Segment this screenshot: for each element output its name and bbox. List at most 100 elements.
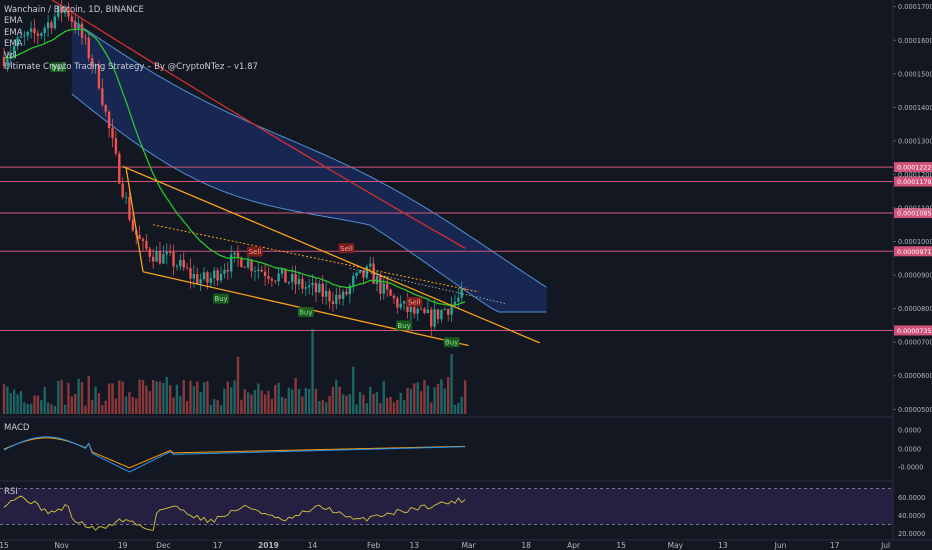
rsi-tick-label: 40.0000 (898, 512, 925, 520)
volume-bar (453, 404, 457, 414)
volume-bar (277, 382, 280, 414)
candle-body (352, 275, 355, 286)
signal-label: Buy (299, 309, 312, 317)
candle-body (416, 308, 419, 314)
volume-bar (335, 379, 338, 414)
candle-body (141, 239, 145, 241)
legend-vol[interactable]: Vol (4, 50, 17, 61)
time-tick-label: May (668, 541, 684, 550)
candle-body (396, 298, 399, 308)
candle-body (162, 254, 165, 264)
candle-body (389, 289, 392, 296)
candle-body (145, 240, 148, 249)
level-label: 0.0001222 (897, 164, 932, 172)
time-tick-label: Jul (880, 541, 890, 550)
volume-bar (426, 385, 430, 414)
candle-body (372, 263, 375, 284)
candle-body (460, 288, 463, 298)
signal-label: Sell (340, 245, 353, 253)
volume-bar (158, 381, 162, 414)
candle-body (46, 22, 50, 29)
volume-bar (345, 395, 348, 414)
price-tick-label: 0.0001500 (898, 70, 932, 78)
candle-body (307, 285, 311, 288)
volume-bar (341, 394, 345, 414)
volume-bar (2, 384, 6, 414)
volume-bar (192, 386, 196, 414)
price-tick-label: 0.0000500 (898, 406, 932, 414)
volume-bar (355, 404, 358, 414)
volume-bar (433, 387, 436, 414)
candle-body (87, 37, 90, 59)
volume-bar (111, 383, 114, 414)
candle-body (369, 263, 372, 267)
price-tick-label: 0.0001100 (898, 205, 932, 213)
time-tick-label: Feb (367, 541, 381, 550)
time-tick-label: Dec (156, 541, 171, 550)
legend-strategy[interactable]: Ultimate Crypto Trading Strategy – By @C… (4, 62, 258, 73)
rsi-pane: 60.0000 40.0000 20.0000 (0, 488, 925, 538)
rsi-title[interactable]: RSI (4, 487, 18, 497)
legend-symbol[interactable]: Wanchain / Bitcoin, 1D, BINANCE (4, 5, 144, 15)
volume-bar (185, 401, 189, 414)
candle-body (250, 260, 253, 272)
macd-title[interactable]: MACD (4, 423, 30, 433)
volume-bar (57, 380, 60, 414)
candle-body (40, 33, 43, 36)
volume-bar (97, 393, 101, 414)
candle-body (426, 309, 430, 313)
ema-fast-line (3, 28, 466, 306)
volume-bar (457, 402, 460, 414)
candle-body (385, 283, 389, 290)
volume-bar (152, 379, 155, 414)
level-label-box (894, 162, 932, 173)
candle-body (236, 252, 240, 258)
price-tick-label: 0.0000600 (898, 372, 932, 380)
volume-bar (43, 386, 46, 414)
wedge-upper-line (122, 165, 541, 344)
volume-bar (226, 381, 229, 414)
volume-bar (77, 378, 80, 414)
candle-body (362, 270, 365, 278)
volume-bar (307, 388, 311, 414)
volume-bars (2, 329, 467, 414)
legend-ema-1[interactable]: EMA (4, 16, 23, 27)
volume-bar (321, 399, 324, 414)
time-tick-label: 17 (213, 541, 223, 550)
volume-bar (436, 383, 440, 414)
legend-ema-2[interactable]: EMA (4, 27, 23, 38)
candle-body (209, 278, 213, 283)
volume-bar (331, 386, 335, 414)
axes: 15 Nov 19 Dec 17 2019 14 Feb 13 Mar 18 Apr 15 May 13 Ju… (0, 3, 932, 550)
candles (2, 0, 467, 336)
candle-body (192, 273, 196, 279)
legend-ema-3[interactable]: EMA (4, 39, 23, 50)
volume-bar (114, 398, 118, 414)
volume-bar (196, 381, 199, 414)
candle-body (19, 36, 23, 38)
signal-box (213, 293, 230, 304)
candle-body (118, 153, 121, 184)
time-tick-label: Apr (567, 541, 581, 550)
macd-tick-label: 0.0000 (898, 446, 921, 454)
level-label-box (894, 246, 932, 257)
volume-bar (16, 394, 19, 414)
candle-body (104, 105, 107, 112)
volume-bar (240, 399, 243, 414)
cloud-upper-line (71, 19, 547, 288)
candle-body (345, 291, 348, 295)
volume-bar (175, 384, 179, 414)
candle-body (36, 33, 40, 36)
volume-bar (199, 391, 202, 414)
price-tick-label: 0.0001300 (898, 137, 932, 145)
candle-body (175, 266, 179, 268)
candle-body (423, 308, 426, 313)
volume-bar (423, 379, 426, 414)
candle-body (199, 279, 202, 284)
candle-body (291, 273, 294, 283)
time-tick-label: Nov (54, 541, 69, 550)
candle-body (358, 270, 362, 273)
candle-body (284, 268, 287, 283)
